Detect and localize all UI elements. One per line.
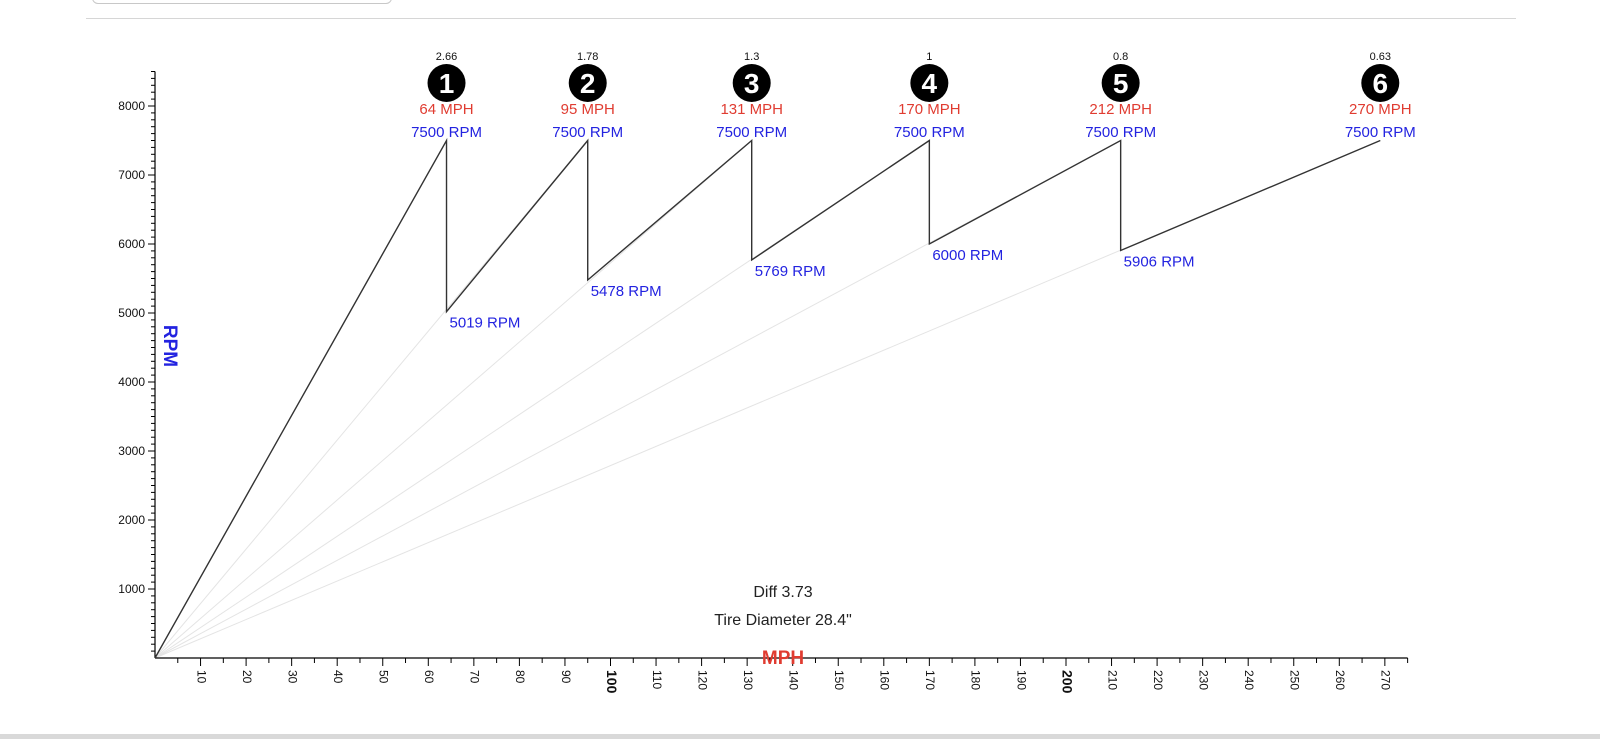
x-tick-label-100: 100 [604, 670, 620, 694]
x-tick-label-250: 250 [1288, 670, 1302, 690]
gear-badge-3 [732, 64, 771, 102]
gear-shift-rpm-label-4: 7500 RPM [894, 124, 965, 141]
y-tick-label-2000: 2000 [118, 513, 145, 527]
gear-mph-label-1: 64 MPH [419, 101, 473, 118]
y-tick-label-4000: 4000 [118, 375, 145, 389]
y-tick-label-7000: 7000 [118, 168, 145, 182]
gear-ratio-label-5: 0.8 [1113, 51, 1128, 63]
y-tick-label-5000: 5000 [118, 306, 145, 320]
gear-number-6: 6 [1373, 68, 1389, 99]
x-tick-label-230: 230 [1196, 670, 1210, 690]
gear-number-4: 4 [922, 68, 938, 99]
x-tick-label-180: 180 [969, 670, 983, 690]
gear-mph-label-4: 170 MPH [898, 101, 961, 118]
x-tick-label-50: 50 [377, 670, 391, 684]
y-axis-title: RPM [159, 325, 180, 367]
x-tick-label-70: 70 [468, 670, 482, 684]
x-tick-label-270: 270 [1379, 670, 1393, 690]
gear-number-5: 5 [1113, 68, 1129, 99]
gear-ratio-label-4: 1 [926, 51, 932, 63]
y-tick-label-8000: 8000 [118, 99, 145, 113]
x-tick-label-120: 120 [695, 670, 709, 690]
x-tick-label-260: 260 [1333, 670, 1347, 690]
x-tick-label-10: 10 [194, 670, 208, 684]
gear-number-1: 1 [439, 68, 455, 99]
gear-guide-line-5 [154, 140, 1121, 659]
gear-ratio-label-6: 0.63 [1370, 51, 1391, 63]
gear-mph-label-5: 212 MPH [1089, 101, 1152, 118]
gear-shift-rpm-label-1: 7500 RPM [411, 124, 482, 141]
diff-label: Diff 3.73 [753, 584, 812, 601]
gear-shift-rpm-label-5: 7500 RPM [1085, 124, 1156, 141]
gear-drop-rpm-label-1: 5019 RPM [450, 315, 521, 332]
y-tick-label-3000: 3000 [118, 444, 145, 458]
chart-axes: 10 20 30 40 50 60 70 80 90 100 110 120 130 140 150 160 1… [118, 71, 1409, 694]
x-tick-label-240: 240 [1242, 670, 1256, 690]
x-tick-label-130: 130 [741, 670, 755, 690]
gear-number-2: 2 [580, 68, 596, 99]
gear-drop-rpm-label-5: 5906 RPM [1124, 253, 1195, 270]
x-tick-label-220: 220 [1151, 670, 1165, 690]
rpm-series [154, 137, 1381, 659]
x-tick-label-20: 20 [240, 670, 254, 684]
gear-mph-label-2: 95 MPH [561, 101, 615, 118]
gear-ratio-label-2: 1.78 [577, 51, 598, 63]
gear-drop-rpm-label-2: 5478 RPM [591, 283, 662, 300]
gear-guide-line-2 [154, 140, 589, 659]
gear-drop-rpm-label-4: 6000 RPM [932, 247, 1003, 264]
x-tick-label-170: 170 [923, 670, 937, 690]
x-tick-label-40: 40 [331, 670, 345, 684]
gear-badge-1 [427, 64, 466, 102]
x-tick-label-110: 110 [650, 670, 664, 689]
gear-labels: 2.66 1 64 MPH 7500 RPM 5019 RPM 1.78 2 95 MPH 75… [411, 51, 1416, 332]
y-tick-label-1000: 1000 [118, 582, 145, 596]
x-tick-label-150: 150 [832, 670, 846, 690]
x-tick-label-80: 80 [513, 670, 527, 684]
gear-guide-line-3 [154, 140, 753, 659]
x-tick-label-200: 200 [1059, 670, 1075, 694]
x-tick-label-30: 30 [285, 670, 299, 684]
rpm-sawtooth-line [154, 137, 1381, 659]
gear-badge-4 [910, 64, 949, 102]
x-tick-label-160: 160 [878, 670, 892, 690]
gear-number-3: 3 [744, 68, 760, 99]
gear-shift-rpm-label-6: 7500 RPM [1345, 124, 1416, 141]
gear-badge-5 [1101, 64, 1140, 102]
x-tick-label-140: 140 [787, 670, 801, 690]
x-tick-label-90: 90 [559, 670, 573, 684]
gear-ratio-label-3: 1.3 [744, 51, 759, 63]
gear-badge-2 [568, 64, 607, 102]
gear-drop-rpm-label-3: 5769 RPM [755, 263, 826, 280]
x-axis-title: MPH [762, 648, 804, 669]
top-divider [86, 18, 1516, 19]
x-tick-label-210: 210 [1105, 670, 1119, 690]
gear-shift-rpm-label-2: 7500 RPM [552, 124, 623, 141]
gear-mph-label-3: 131 MPH [720, 101, 783, 118]
tire-diameter-label: Tire Diameter 28.4" [714, 612, 852, 629]
bottom-scroll-edge [0, 734, 1600, 739]
gear-mph-label-6: 270 MPH [1349, 101, 1412, 118]
gear-ratio-label-1: 2.66 [436, 51, 457, 63]
gear-shift-rpm-label-3: 7500 RPM [716, 124, 787, 141]
x-tick-label-190: 190 [1014, 670, 1028, 690]
x-tick-label-60: 60 [422, 670, 436, 684]
y-tick-label-6000: 6000 [118, 237, 145, 251]
gear-badge-6 [1361, 64, 1400, 102]
